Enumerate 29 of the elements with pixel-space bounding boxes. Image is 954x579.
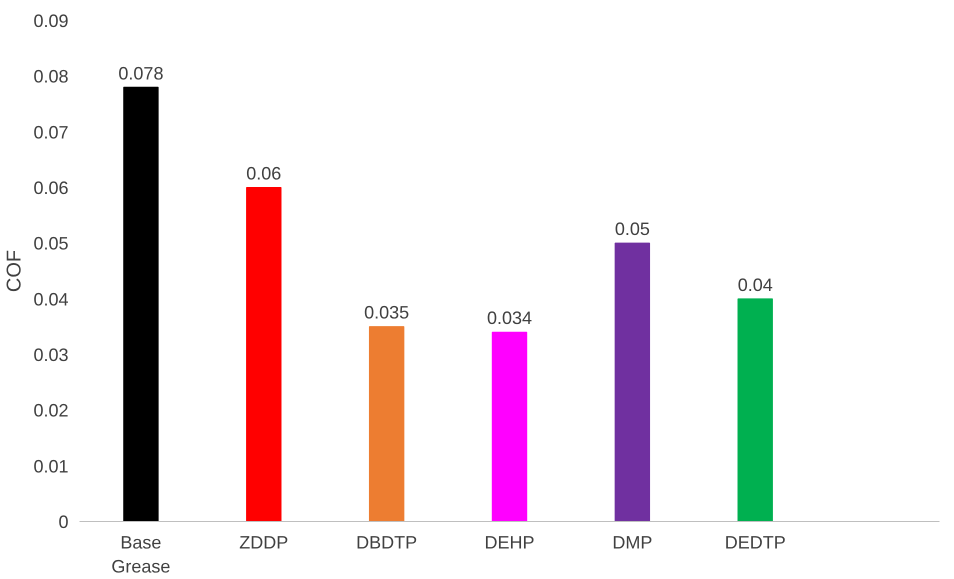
bar	[123, 86, 159, 522]
bar	[738, 298, 773, 522]
data-label: 0.035	[364, 302, 410, 323]
bar	[492, 332, 528, 522]
data-label: 0.034	[486, 308, 532, 328]
y-tick-label: 0	[58, 512, 69, 532]
x-tick-label: DBDTP	[356, 532, 418, 552]
x-tick-label: Base Grease	[111, 532, 170, 576]
y-tick-label: 0.09	[33, 11, 69, 31]
x-tick-label: DEDTP	[724, 532, 786, 552]
y-tick-label: 0.01	[33, 456, 69, 476]
x-tick-label: DMP	[612, 532, 652, 552]
y-tick-label: 0.04	[33, 289, 69, 310]
bar	[368, 326, 404, 522]
y-tick-label: 0.06	[33, 178, 69, 198]
data-label: 0.078	[118, 63, 164, 84]
x-tick-label: DEHP	[484, 532, 535, 552]
y-tick-label: 0.08	[33, 66, 69, 87]
y-tick-label: 0.03	[33, 345, 69, 365]
bar	[246, 187, 282, 522]
y-tick-label: 0.05	[33, 234, 69, 254]
y-tick-label: 0.07	[33, 122, 69, 142]
data-label: 0.04	[738, 274, 773, 295]
y-tick-label: 0.02	[33, 400, 69, 421]
x-tick-label: ZDDP	[239, 532, 288, 552]
bar	[614, 242, 650, 522]
data-label: 0.06	[246, 164, 282, 184]
data-label: 0.05	[614, 219, 650, 240]
y-axis-title: COF	[3, 250, 26, 292]
